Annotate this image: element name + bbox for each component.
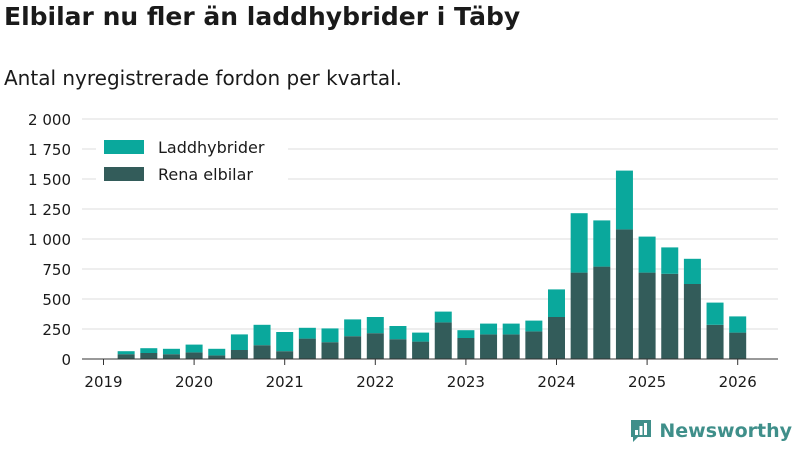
bar-laddhybrider [457,330,475,338]
bar-rena-elbilar [434,322,452,359]
bar-rena-elbilar [457,338,475,359]
x-tick-label: 2021 [266,373,304,391]
y-tick-label: 0 [61,351,71,369]
bar-rena-elbilar [525,331,543,359]
y-tick-label: 2 000 [28,111,71,129]
bar-laddhybrider [276,332,294,352]
bar-rena-elbilar [208,355,226,359]
brand-name: Newsworthy [659,420,792,442]
legend-swatch [104,140,144,154]
bar-laddhybrider [298,327,316,339]
bar-laddhybrider [162,348,180,355]
bar-rena-elbilar [321,342,339,359]
x-tick-label: 2026 [719,373,757,391]
bar-laddhybrider [661,247,679,274]
x-tick-label: 2020 [175,373,213,391]
bar-laddhybrider [321,328,339,343]
bar-laddhybrider [593,220,611,267]
bar-rena-elbilar [298,338,316,359]
bar-laddhybrider [412,332,430,342]
y-tick-label: 1 000 [28,231,71,249]
bar-laddhybrider [366,317,384,334]
bar-rena-elbilar [729,332,747,359]
bar-laddhybrider [208,348,226,356]
bar-rena-elbilar [230,350,248,359]
y-tick-label: 250 [42,321,71,339]
bar-rena-elbilar [117,354,135,359]
bar-rena-elbilar [683,284,701,359]
y-axis-ticks: 0 250 500 750 1 000 1 250 1 500 1 750 2 000 [28,111,71,369]
y-tick-label: 1 250 [28,201,71,219]
bar-laddhybrider [389,326,407,340]
x-tick-label: 2024 [537,373,575,391]
bar-laddhybrider [434,311,452,323]
legend-label: Rena elbilar [158,165,253,184]
legend-swatch [104,167,144,181]
bar-rena-elbilar [615,229,633,359]
bar-rena-elbilar [548,317,565,359]
bar-laddhybrider [706,302,724,325]
bar-rena-elbilar [253,345,271,359]
bar-laddhybrider [502,323,520,335]
bar-rena-elbilar [344,336,362,359]
bar-rena-elbilar [502,334,520,359]
bar-rena-elbilar [162,354,180,359]
bar-laddhybrider [480,323,498,335]
bar-laddhybrider [185,344,203,353]
bar-laddhybrider [117,351,135,355]
newsworthy-logo-icon [631,420,652,442]
bar-rena-elbilar [570,272,588,359]
bar-laddhybrider [729,316,747,333]
chart-subtitle: Antal nyregistrerade fordon per kvartal. [4,66,403,90]
bar-rena-elbilar [140,353,158,359]
x-tick-label: 2025 [628,373,666,391]
brand-logo: Newsworthy [629,418,792,444]
bar-laddhybrider [344,319,362,337]
legend: Laddhybrider Rena elbilar [96,132,288,184]
bar-rena-elbilar [185,352,203,359]
bars [117,170,747,359]
y-tick-label: 500 [42,291,71,309]
y-tick-label: 750 [42,261,71,279]
y-tick-label: 1 500 [28,171,71,189]
x-axis: 2019 2020 2021 2022 2023 2024 2025 2026 [82,358,778,391]
bar-rena-elbilar [276,351,294,359]
bar-laddhybrider [638,236,656,273]
x-tick-label: 2023 [447,373,485,391]
bar-rena-elbilar [661,273,679,359]
y-tick-label: 1 750 [28,141,71,159]
bar-rena-elbilar [593,266,611,359]
bar-laddhybrider [253,324,271,346]
x-tick-label: 2019 [84,373,122,391]
bar-laddhybrider [230,334,248,350]
x-tick-label: 2022 [356,373,394,391]
chart-title: Elbilar nu fler än laddhybrider i Täby [4,2,521,31]
bar-rena-elbilar [389,339,407,359]
bar-laddhybrider [683,258,701,284]
bar-rena-elbilar [480,334,498,359]
bar-laddhybrider [615,170,633,230]
bar-rena-elbilar [638,272,656,359]
bar-laddhybrider [140,348,158,353]
bar-rena-elbilar [412,341,430,359]
legend-label: Laddhybrider [158,138,265,157]
bar-rena-elbilar [706,324,724,359]
bar-laddhybrider [548,289,565,317]
bar-rena-elbilar [366,333,384,359]
bar-laddhybrider [525,320,543,332]
bar-laddhybrider [570,213,588,273]
